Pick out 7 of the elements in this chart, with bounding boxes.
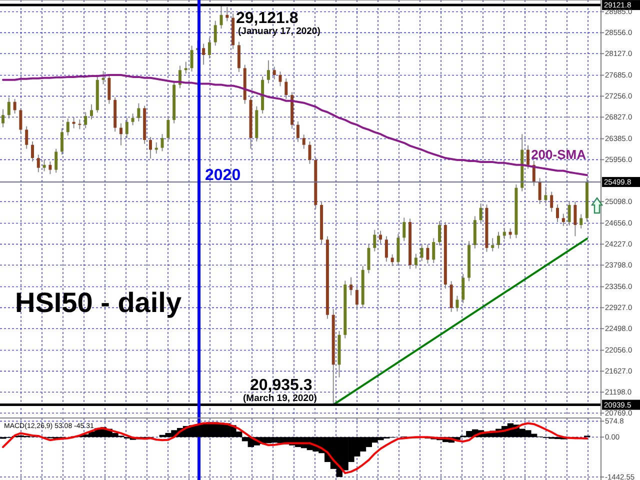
annotation: 2020 <box>205 167 241 184</box>
annotation: (March 19, 2020) <box>243 393 317 404</box>
series-label: 200-SMA <box>531 147 587 162</box>
annotation: (January 17, 2020) <box>238 26 320 37</box>
annotation: 29,121.8 <box>236 10 298 27</box>
annotation: 20,935.3 <box>250 377 312 394</box>
text: HSI50 - daily <box>15 287 182 318</box>
